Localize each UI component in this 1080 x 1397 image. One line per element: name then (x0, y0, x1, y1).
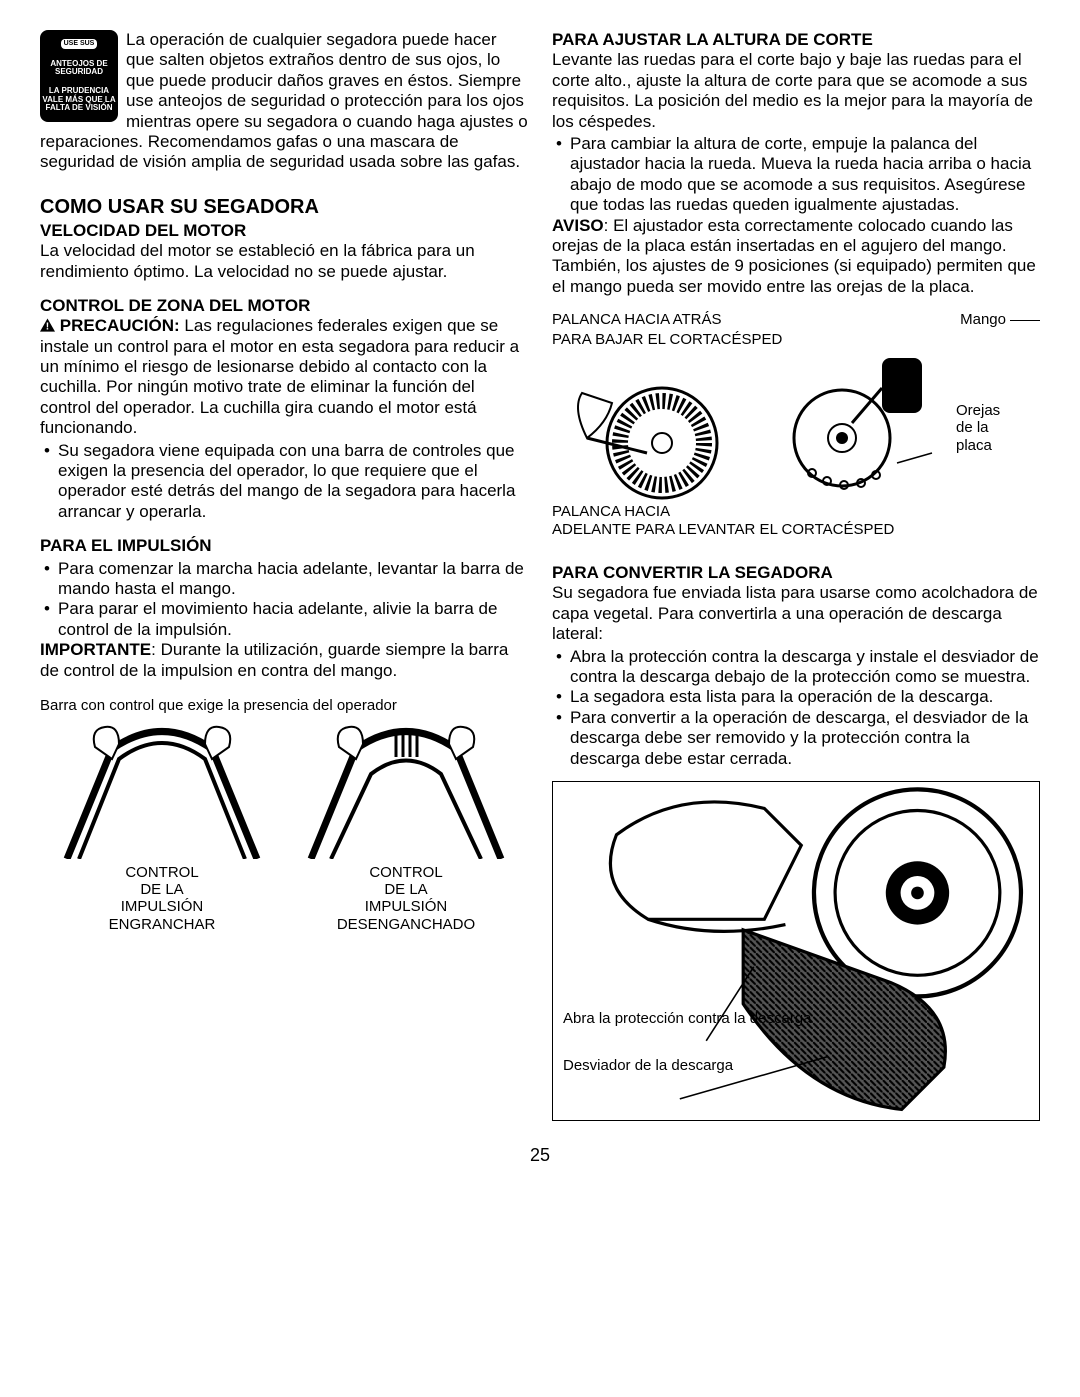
right-column: PARA AJUSTAR LA ALTURA DE CORTE Levante … (552, 30, 1040, 1121)
list-item: Su segadora viene equipada con una barra… (58, 441, 528, 523)
figure-handles: Barra con control que exige la presencia… (40, 691, 528, 939)
list-convertir: Abra la protección contra la descarga y … (552, 647, 1040, 769)
aviso-text: : El ajustador esta correctamente coloca… (552, 216, 1036, 296)
safety-icon-line2: ANTEOJOS DE SEGURIDAD (42, 60, 116, 77)
list-control-zona: Su segadora viene equipada con una barra… (40, 441, 528, 523)
text-importante: IMPORTANTE: Durante la utilización, guar… (40, 640, 528, 681)
figure-label: CONTROLDE LAIMPULSIÓNDESENGANCHADO (301, 864, 511, 933)
heading-control-zona: CONTROL DE ZONA DEL MOTOR (40, 296, 528, 316)
caution-triangle-icon: ! (40, 318, 55, 332)
heading-impulsion: PARA EL IMPULSIÓN (40, 536, 528, 556)
list-item: Para comenzar la marcha hacia adelante, … (58, 559, 528, 600)
figure-label: PALANCA HACIA ATRÁS (552, 311, 722, 329)
svg-text:!: ! (46, 322, 49, 332)
figure-label: Desviador de la descarga (563, 1057, 733, 1074)
list-impulsion: Para comenzar la marcha hacia adelante, … (40, 559, 528, 641)
text-ajustar: Levante las ruedas para el corte bajo y … (552, 50, 1040, 132)
list-item: Para convertir a la operación de descarg… (570, 708, 1040, 769)
text-velocidad: La velocidad del motor se estableció en … (40, 241, 528, 282)
list-ajustar: Para cambiar la altura de corte, empuje … (552, 134, 1040, 216)
safety-glasses-icon: USE SUS ANTEOJOS DE SEGURIDAD LA PRUDENC… (40, 30, 118, 122)
figure-label: ADELANTE PARA LEVANTAR EL CORTACÉSPED (552, 521, 894, 538)
list-item: La segadora esta lista para la operación… (570, 687, 1040, 707)
figure-label: Abra la protección contra la descarga (563, 1010, 811, 1027)
list-item: Para cambiar la altura de corte, empuje … (570, 134, 1040, 216)
safety-icon-line1: USE SUS (61, 39, 98, 49)
handle-engaged: CONTROLDE LAIMPULSIÓNENGRANCHAR (57, 719, 267, 933)
heading-como-usar: COMO USAR SU SEGADORA (40, 195, 528, 219)
page-columns: USE SUS ANTEOJOS DE SEGURIDAD LA PRUDENC… (40, 30, 1040, 1121)
intro-block: USE SUS ANTEOJOS DE SEGURIDAD LA PRUDENC… (40, 30, 528, 173)
figure-caption: Barra con control que exige la presencia… (40, 697, 528, 715)
heading-convertir: PARA CONVERTIR LA SEGADORA (552, 563, 1040, 583)
figure-label: Mango (960, 311, 1040, 329)
list-item: Para parar el movimiento hacia adelante,… (58, 599, 528, 640)
list-item: Abra la protección contra la descarga y … (570, 647, 1040, 688)
figure-label: PARA BAJAR EL CORTACÉSPED (552, 331, 782, 349)
figure-height-adjust: PALANCA HACIA ATRÁS Mango PARA BAJAR EL … (552, 305, 1040, 545)
figure-label: PALANCA HACIA (552, 503, 670, 520)
text-convertir: Su segadora fue enviada lista para usars… (552, 583, 1040, 644)
heading-velocidad: VELOCIDAD DEL MOTOR (40, 221, 528, 241)
precaucion-label: PRECAUCIÓN: (60, 316, 180, 335)
importante-label: IMPORTANTE (40, 640, 151, 659)
height-adjust-illustration (552, 353, 952, 503)
handle-engaged-illustration (57, 719, 267, 859)
figure-label: CONTROLDE LAIMPULSIÓNENGRANCHAR (57, 864, 267, 933)
left-column: USE SUS ANTEOJOS DE SEGURIDAD LA PRUDENC… (40, 30, 528, 1121)
aviso-label: AVISO (552, 216, 604, 235)
figure-discharge: Abra la protección contra la descarga De… (552, 781, 1040, 1121)
page-number: 25 (40, 1145, 1040, 1167)
figure-label: Orejasde laplaca (956, 402, 1000, 454)
text-aviso: AVISO: El ajustador esta correctamente c… (552, 216, 1040, 298)
handle-disengaged: CONTROLDE LAIMPULSIÓNDESENGANCHADO (301, 719, 511, 933)
handle-disengaged-illustration (301, 719, 511, 859)
text-precaucion: ! PRECAUCIÓN: Las regulaciones federales… (40, 316, 528, 438)
safety-icon-line3: LA PRUDENCIA VALE MÁS QUE LA FALTA DE VI… (42, 87, 116, 112)
heading-ajustar-altura: PARA AJUSTAR LA ALTURA DE CORTE (552, 30, 1040, 50)
